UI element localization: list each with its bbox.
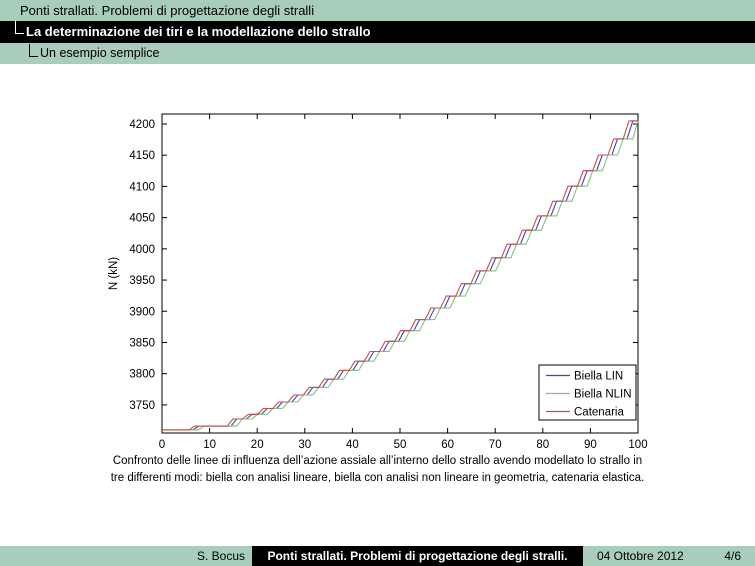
header-section-title: Ponti strallati. Problemi di progettazio…	[0, 0, 755, 21]
chart-legend	[538, 364, 637, 421]
y-tick-label: 3800	[129, 369, 155, 381]
y-tick-label: 3750	[129, 400, 155, 412]
y-tick-label: 4100	[129, 181, 155, 193]
footer-author: S. Bocus	[0, 546, 252, 566]
y-tick-label: 4050	[129, 213, 155, 225]
footer-page-number: 4/6	[724, 549, 741, 563]
y-tick-label: 4000	[129, 244, 155, 256]
y-tick-label: 4150	[129, 150, 155, 162]
legend-label: Biella LIN	[574, 371, 623, 383]
footer-short-title: Ponti strallati. Problemi di progettazio…	[252, 546, 583, 566]
y-tick-label: 3900	[129, 306, 155, 318]
x-tick-label: 0	[159, 439, 165, 451]
header-subsubsection: Un esempio semplice	[0, 43, 755, 64]
figure-caption-line2: tre differenti modi: biella con analisi …	[110, 471, 645, 484]
figure-caption-line1: Confronto delle linee di influenza dell’…	[112, 455, 643, 467]
x-tick-label: 80	[536, 439, 549, 451]
legend-label: Catenaria	[574, 407, 624, 419]
x-tick-label: 100	[628, 439, 647, 451]
tree-connector-icon	[15, 21, 24, 34]
footer-date: 04 Ottobre 2012	[597, 549, 684, 563]
series-catenaria	[162, 120, 638, 431]
influence-line-chart: 0 10 20 30 40 50 60 70 80 90 100375038003850390039…	[108, 113, 648, 451]
legend-label: Biella NLIN	[574, 389, 632, 401]
x-tick-label: 10	[203, 439, 216, 451]
figure-caption: Confronto delle linee di influenza dell’…	[37, 453, 718, 486]
x-tick-label: 90	[584, 439, 597, 451]
y-tick-label: 4200	[129, 119, 155, 131]
y-axis-label: N (kN)	[108, 257, 120, 290]
footer-bar: S. Bocus Ponti strallati. Problemi di pr…	[0, 546, 755, 566]
x-tick-label: 30	[298, 439, 311, 451]
header-subsubsection-label: Un esempio semplice	[40, 46, 160, 60]
y-tick-label: 3950	[129, 275, 155, 287]
x-tick-label: 60	[441, 439, 454, 451]
header-subsection-label: La determinazione dei tiri e la modellaz…	[26, 24, 371, 39]
tree-connector-icon	[29, 44, 38, 57]
x-tick-label: 70	[489, 439, 502, 451]
y-tick-label: 3850	[129, 337, 155, 349]
x-tick-label: 20	[251, 439, 264, 451]
header-subsection-current: La determinazione dei tiri e la modellaz…	[0, 21, 755, 43]
header-section-title-label: Ponti strallati. Problemi di progettazio…	[20, 3, 315, 18]
footer-right: 04 Ottobre 2012 4/6	[583, 546, 755, 566]
x-tick-label: 50	[394, 439, 407, 451]
x-tick-label: 40	[346, 439, 359, 451]
